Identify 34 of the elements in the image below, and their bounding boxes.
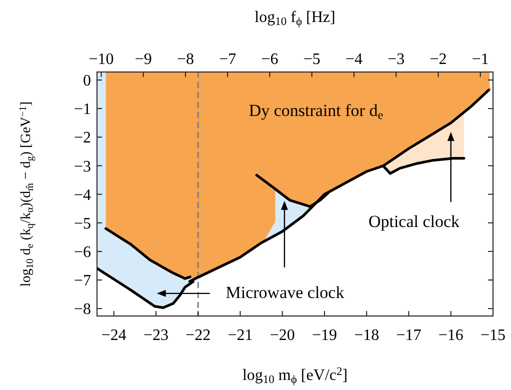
y-tick-label: −7 bbox=[74, 272, 91, 290]
x2-tick-label: −1 bbox=[472, 51, 489, 68]
x2-tick-label: −4 bbox=[345, 51, 362, 68]
x-axis-title: log$_{10}$ m$_{ϕ}$ [eV/c$^{2}$] bbox=[242, 366, 348, 386]
y-tick-label: −4 bbox=[74, 186, 91, 204]
y-tick-label: −1 bbox=[74, 101, 91, 118]
x2-tick-label: −5 bbox=[303, 51, 320, 68]
y-tick-label: −8 bbox=[74, 301, 91, 318]
x-tick-label: −22 bbox=[186, 327, 211, 344]
y-tick-label: −2 bbox=[74, 130, 91, 147]
x2-tick-label: −8 bbox=[176, 51, 194, 68]
annotation: Optical clock bbox=[368, 212, 460, 231]
x2-tick-label: −10 bbox=[88, 51, 114, 68]
annotation: Microwave clock bbox=[226, 282, 345, 302]
y-tick-label: −5 bbox=[74, 215, 91, 232]
x2-tick-label: −6 bbox=[261, 51, 278, 68]
y-tick-label: −3 bbox=[74, 158, 91, 176]
x2-tick-label: −9 bbox=[134, 51, 152, 68]
x2-tick-label: −3 bbox=[388, 51, 405, 68]
x-tick-label: −15 bbox=[480, 327, 506, 344]
annotation: Dy constraint for d$_{e}$ bbox=[248, 100, 384, 122]
x2-tick-label: −7 bbox=[219, 51, 236, 68]
y-tick-label: 0 bbox=[83, 72, 91, 90]
x-tick-label: −21 bbox=[228, 327, 253, 344]
x2-axis-title: log$_{10}$ f$_{ϕ}$ [Hz] bbox=[254, 9, 336, 28]
x2-tick-label: −2 bbox=[430, 51, 447, 68]
x-tick-label: −23 bbox=[143, 327, 168, 344]
x-tick-label: −19 bbox=[312, 327, 338, 344]
x-tick-label: −18 bbox=[354, 327, 380, 344]
x-tick-label: −20 bbox=[270, 327, 295, 344]
y-tick-label: −6 bbox=[74, 244, 91, 262]
x-tick-label: −17 bbox=[396, 327, 422, 344]
x-tick-label: −24 bbox=[101, 327, 126, 344]
x-tick-label: −16 bbox=[438, 327, 464, 344]
